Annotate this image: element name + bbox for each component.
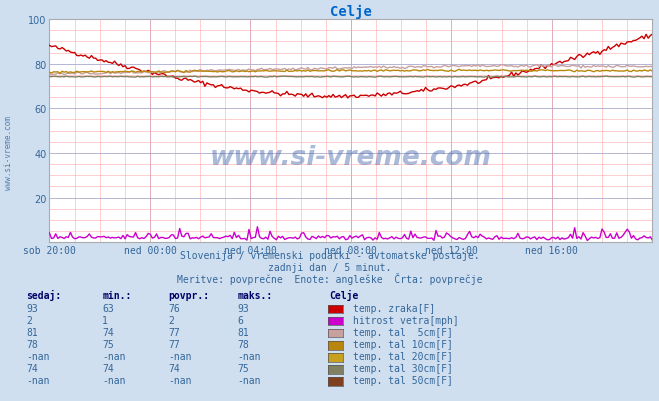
Text: 2: 2 (168, 315, 174, 325)
Text: 74: 74 (102, 363, 114, 373)
Text: 81: 81 (237, 327, 249, 337)
Text: -nan: -nan (26, 375, 50, 385)
Text: -nan: -nan (168, 375, 192, 385)
Text: temp. tal 30cm[F]: temp. tal 30cm[F] (353, 363, 453, 373)
Text: 81: 81 (26, 327, 38, 337)
Text: -nan: -nan (102, 351, 126, 361)
Text: -nan: -nan (102, 375, 126, 385)
Text: 77: 77 (168, 339, 180, 349)
Text: 63: 63 (102, 303, 114, 313)
Text: zadnji dan / 5 minut.: zadnji dan / 5 minut. (268, 263, 391, 273)
Title: Celje: Celje (330, 5, 372, 19)
Text: 74: 74 (102, 327, 114, 337)
Text: 93: 93 (237, 303, 249, 313)
Text: -nan: -nan (26, 351, 50, 361)
Text: 78: 78 (237, 339, 249, 349)
Text: -nan: -nan (168, 351, 192, 361)
Text: Celje: Celje (330, 290, 359, 301)
Text: povpr.:: povpr.: (168, 291, 209, 301)
Text: min.:: min.: (102, 291, 132, 301)
Text: 75: 75 (102, 339, 114, 349)
Text: Meritve: povprečne  Enote: angleške  Črta: povprečje: Meritve: povprečne Enote: angleške Črta:… (177, 273, 482, 285)
Text: 93: 93 (26, 303, 38, 313)
Text: 74: 74 (26, 363, 38, 373)
Text: temp. tal 20cm[F]: temp. tal 20cm[F] (353, 351, 453, 361)
Text: temp. tal 10cm[F]: temp. tal 10cm[F] (353, 339, 453, 349)
Text: 76: 76 (168, 303, 180, 313)
Text: 1: 1 (102, 315, 108, 325)
Text: 74: 74 (168, 363, 180, 373)
Text: 2: 2 (26, 315, 32, 325)
Text: temp. tal  5cm[F]: temp. tal 5cm[F] (353, 327, 453, 337)
Text: 77: 77 (168, 327, 180, 337)
Text: sedaj:: sedaj: (26, 290, 61, 301)
Text: 6: 6 (237, 315, 243, 325)
Text: -nan: -nan (237, 375, 261, 385)
Text: -nan: -nan (237, 351, 261, 361)
Text: 75: 75 (237, 363, 249, 373)
Text: maks.:: maks.: (237, 291, 272, 301)
Text: temp. tal 50cm[F]: temp. tal 50cm[F] (353, 375, 453, 385)
Text: hitrost vetra[mph]: hitrost vetra[mph] (353, 315, 458, 325)
Text: www.si-vreme.com: www.si-vreme.com (210, 145, 492, 171)
Text: 78: 78 (26, 339, 38, 349)
Text: temp. zraka[F]: temp. zraka[F] (353, 303, 435, 313)
Text: www.si-vreme.com: www.si-vreme.com (4, 115, 13, 189)
Text: Slovenija / vremenski podatki - avtomatske postaje.: Slovenija / vremenski podatki - avtomats… (180, 251, 479, 261)
